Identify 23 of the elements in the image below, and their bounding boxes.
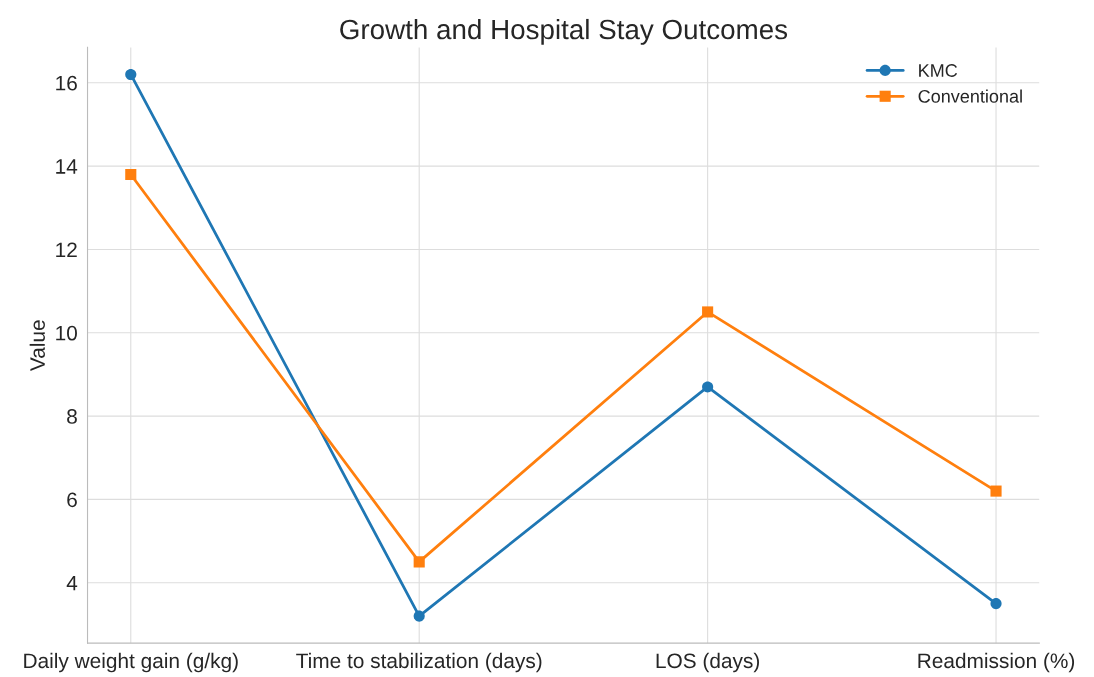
point (990, 485, 1002, 497)
y-tick-label: 10 (56, 325, 77, 341)
chart-title: Growth and Hospital Stay Outcomes (340, 18, 788, 45)
point (702, 306, 714, 318)
x-tick-label: Readmission (%) (918, 652, 1075, 673)
y-tick-label: 6 (67, 492, 77, 508)
x-tick-label: Daily weight gain (g/kg) (24, 652, 238, 673)
legend-label: Conventional (918, 89, 1022, 103)
y-tick-label: 16 (56, 75, 77, 91)
point (413, 556, 425, 568)
y-tick-label: 8 (67, 409, 77, 424)
point (702, 381, 714, 393)
point (125, 168, 137, 181)
y-axis-title: Value (29, 320, 45, 372)
y-tick-label: 14 (56, 159, 78, 174)
y-tick-label: 4 (66, 575, 78, 591)
point (990, 598, 1002, 610)
point (413, 610, 425, 622)
x-tick-label: LOS (days) (656, 652, 760, 673)
y-tick-label: 12 (56, 242, 77, 257)
point (125, 68, 137, 81)
legend-label: KMC (919, 64, 958, 77)
x-tick-label: Time to stabilization (days) (296, 652, 542, 673)
